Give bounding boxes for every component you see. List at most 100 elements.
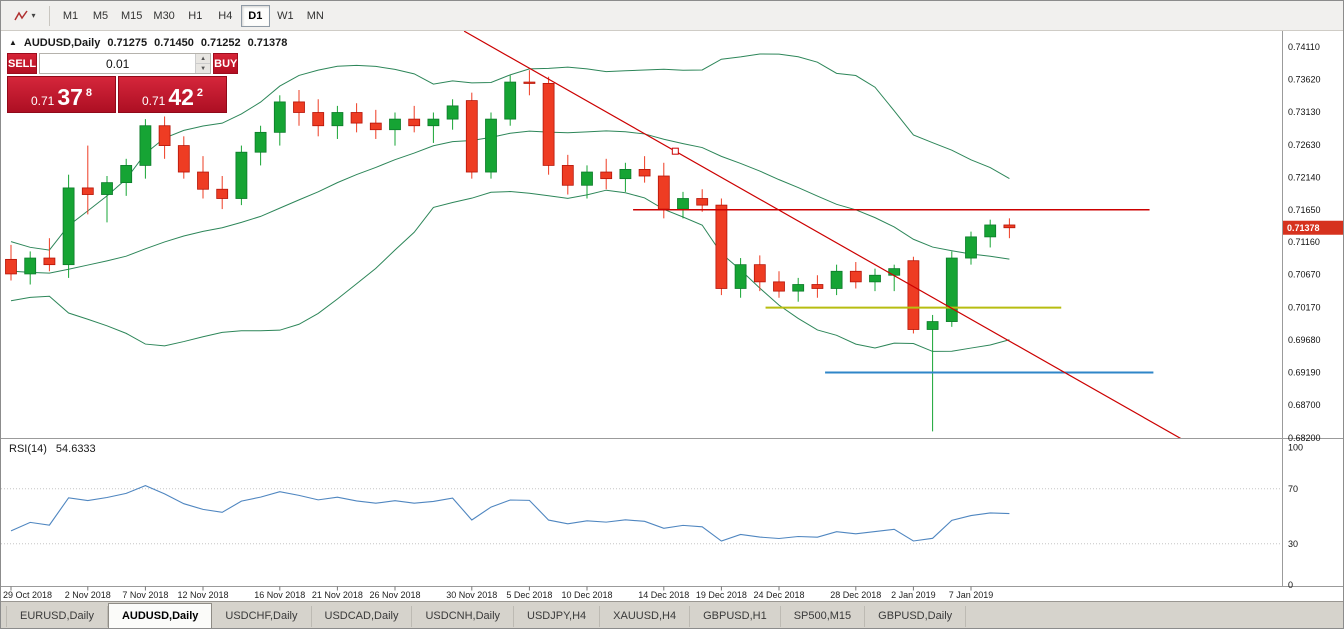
rsi-scale[interactable]: 100 70 30 0 xyxy=(1288,443,1303,591)
date-label: 26 Nov 2018 xyxy=(369,590,420,600)
svg-text:0.73620: 0.73620 xyxy=(1288,74,1321,84)
sell-price-point: 8 xyxy=(85,87,93,99)
date-label: 16 Nov 2018 xyxy=(254,590,305,600)
timeframe-d1[interactable]: D1 xyxy=(240,4,270,27)
date-label: 28 Dec 2018 xyxy=(830,590,881,600)
svg-text:0.68700: 0.68700 xyxy=(1288,400,1321,410)
chart-area: 0.74110 0.73620 0.73130 0.72630 0.72140 0.716… xyxy=(1,31,1344,601)
timeframe-w1[interactable]: W1 xyxy=(271,5,300,27)
one-click-trading-panel: SELL ▲ ▼ BUY 0.71 37 8 0.71 xyxy=(7,53,239,113)
timeframe-h4[interactable]: H4 xyxy=(211,5,240,27)
trendline[interactable] xyxy=(463,31,1182,439)
candles xyxy=(5,70,1016,432)
volume-field: ▲ ▼ xyxy=(39,53,212,74)
high-value: 0.71450 xyxy=(154,37,194,49)
tab-usdcnh-daily[interactable]: USDCNH,Daily xyxy=(412,605,515,627)
ohlc-info-line: ▲ AUDUSD,Daily 0.71275 0.71450 0.71252 0… xyxy=(9,37,287,49)
volume-spinner: ▲ ▼ xyxy=(195,54,211,73)
open-value: 0.71275 xyxy=(107,37,148,49)
tab-sp500-m15[interactable]: SP500,M15 xyxy=(781,605,866,627)
tab-xauusd-h4[interactable]: XAUUSD,H4 xyxy=(600,605,691,627)
chart-tabs-bar: EURUSD,Daily AUDUSD,Daily USDCHF,Daily USDC… xyxy=(1,601,1343,628)
buy-button[interactable]: BUY xyxy=(213,53,239,74)
buy-price-prefix: 0.71 xyxy=(141,93,166,108)
bollinger-lower xyxy=(10,189,1010,352)
close-value: 0.71378 xyxy=(247,37,288,49)
svg-text:70: 70 xyxy=(1288,484,1298,494)
svg-text:0.72140: 0.72140 xyxy=(1288,172,1321,182)
svg-text:0.73130: 0.73130 xyxy=(1288,107,1321,117)
tab-usdchf-daily[interactable]: USDCHF,Daily xyxy=(212,605,312,627)
timeframe-group: M1 M5 M15 M30 H1 H4 D1 W1 MN xyxy=(56,4,330,27)
chevron-down-icon: ▾ xyxy=(31,11,36,20)
rsi-name: RSI(14) xyxy=(9,443,47,455)
sell-price-pips: 37 xyxy=(57,84,83,111)
main-pane xyxy=(5,31,1182,439)
symbol-label: AUDUSD,Daily xyxy=(23,37,101,49)
tab-eurusd-daily[interactable]: EURUSD,Daily xyxy=(6,605,108,627)
buy-price-pips: 42 xyxy=(168,84,194,111)
sell-button[interactable]: SELL xyxy=(7,53,38,74)
trade-panel-price-row: 0.71 37 8 0.71 42 2 xyxy=(7,76,227,113)
svg-text:0.71378: 0.71378 xyxy=(1287,223,1320,233)
svg-text:0.74110: 0.74110 xyxy=(1288,42,1320,52)
toolbar-separator xyxy=(49,5,50,26)
date-label: 21 Nov 2018 xyxy=(312,590,363,600)
trendline-handle[interactable] xyxy=(671,147,679,155)
timeframe-h1[interactable]: H1 xyxy=(181,5,210,27)
time-axis[interactable]: 29 Oct 2018 2 Nov 2018 7 Nov 2018 12 Nov 20… xyxy=(3,586,994,601)
date-label: 5 Dec 2018 xyxy=(506,590,552,600)
line-studies-button[interactable]: ▾ xyxy=(7,5,43,27)
date-label: 19 Dec 2018 xyxy=(696,590,747,600)
date-label: 10 Dec 2018 xyxy=(561,590,612,600)
svg-text:0.69190: 0.69190 xyxy=(1288,368,1321,378)
svg-text:100: 100 xyxy=(1288,443,1303,453)
svg-text:0.71160: 0.71160 xyxy=(1288,237,1320,247)
timeframe-m15[interactable]: M15 xyxy=(116,5,147,27)
date-label: 2 Nov 2018 xyxy=(65,590,111,600)
trade-panel-top-row: SELL ▲ ▼ BUY xyxy=(7,53,239,74)
sell-price-button[interactable]: 0.71 37 8 xyxy=(7,76,116,113)
buy-price-button[interactable]: 0.71 42 2 xyxy=(118,76,227,113)
timeframe-m5[interactable]: M5 xyxy=(86,5,115,27)
zigzag-line-icon xyxy=(14,10,29,20)
tab-gbpusd-daily[interactable]: GBPUSD,Daily xyxy=(865,605,967,627)
rsi-value: 54.6333 xyxy=(55,443,96,455)
date-label: 7 Nov 2018 xyxy=(122,590,168,600)
sell-price-prefix: 0.71 xyxy=(30,93,55,108)
tab-usdjpy-h4[interactable]: USDJPY,H4 xyxy=(514,605,601,627)
tab-gbpusd-h1[interactable]: GBPUSD,H1 xyxy=(690,605,781,627)
price-scale[interactable]: 0.74110 0.73620 0.73130 0.72630 0.72140 0.716… xyxy=(1288,42,1321,443)
svg-text:0.70170: 0.70170 xyxy=(1288,303,1321,313)
timeframe-m30[interactable]: M30 xyxy=(148,5,179,27)
svg-text:0: 0 xyxy=(1288,580,1293,590)
date-label: 2 Jan 2019 xyxy=(891,590,936,600)
svg-text:0.70670: 0.70670 xyxy=(1288,270,1321,280)
top-toolbar: ▾ M1 M5 M15 M30 H1 H4 D1 W1 MN xyxy=(1,1,1343,31)
price-chart[interactable]: 0.74110 0.73620 0.73130 0.72630 0.72140 0.716… xyxy=(1,31,1344,601)
volume-input[interactable] xyxy=(40,54,196,73)
svg-text:0.71650: 0.71650 xyxy=(1288,205,1321,215)
svg-text:0.68200: 0.68200 xyxy=(1288,433,1321,443)
date-label: 24 Dec 2018 xyxy=(753,590,804,600)
bollinger-middle xyxy=(10,130,1010,274)
tab-audusd-daily[interactable]: AUDUSD,Daily xyxy=(107,603,213,628)
buy-price-point: 2 xyxy=(196,87,204,99)
tab-usdcad-daily[interactable]: USDCAD,Daily xyxy=(312,605,413,627)
timeframe-mn[interactable]: MN xyxy=(301,5,330,27)
volume-up-button[interactable]: ▲ xyxy=(196,54,211,64)
svg-text:0.72630: 0.72630 xyxy=(1288,140,1321,150)
low-value: 0.71252 xyxy=(200,37,241,49)
date-label: 7 Jan 2019 xyxy=(949,590,994,600)
rsi-indicator-label: RSI(14) 54.6333 xyxy=(9,443,96,455)
rsi-line xyxy=(10,484,1010,542)
bollinger-upper xyxy=(10,53,1010,251)
date-label: 29 Oct 2018 xyxy=(3,590,52,600)
timeframe-m1[interactable]: M1 xyxy=(56,5,85,27)
triangle-icon: ▲ xyxy=(9,38,17,47)
date-label: 12 Nov 2018 xyxy=(177,590,228,600)
current-price-badge: 0.71378 xyxy=(1283,220,1343,235)
svg-text:30: 30 xyxy=(1288,539,1298,549)
volume-down-button[interactable]: ▼ xyxy=(196,64,211,73)
